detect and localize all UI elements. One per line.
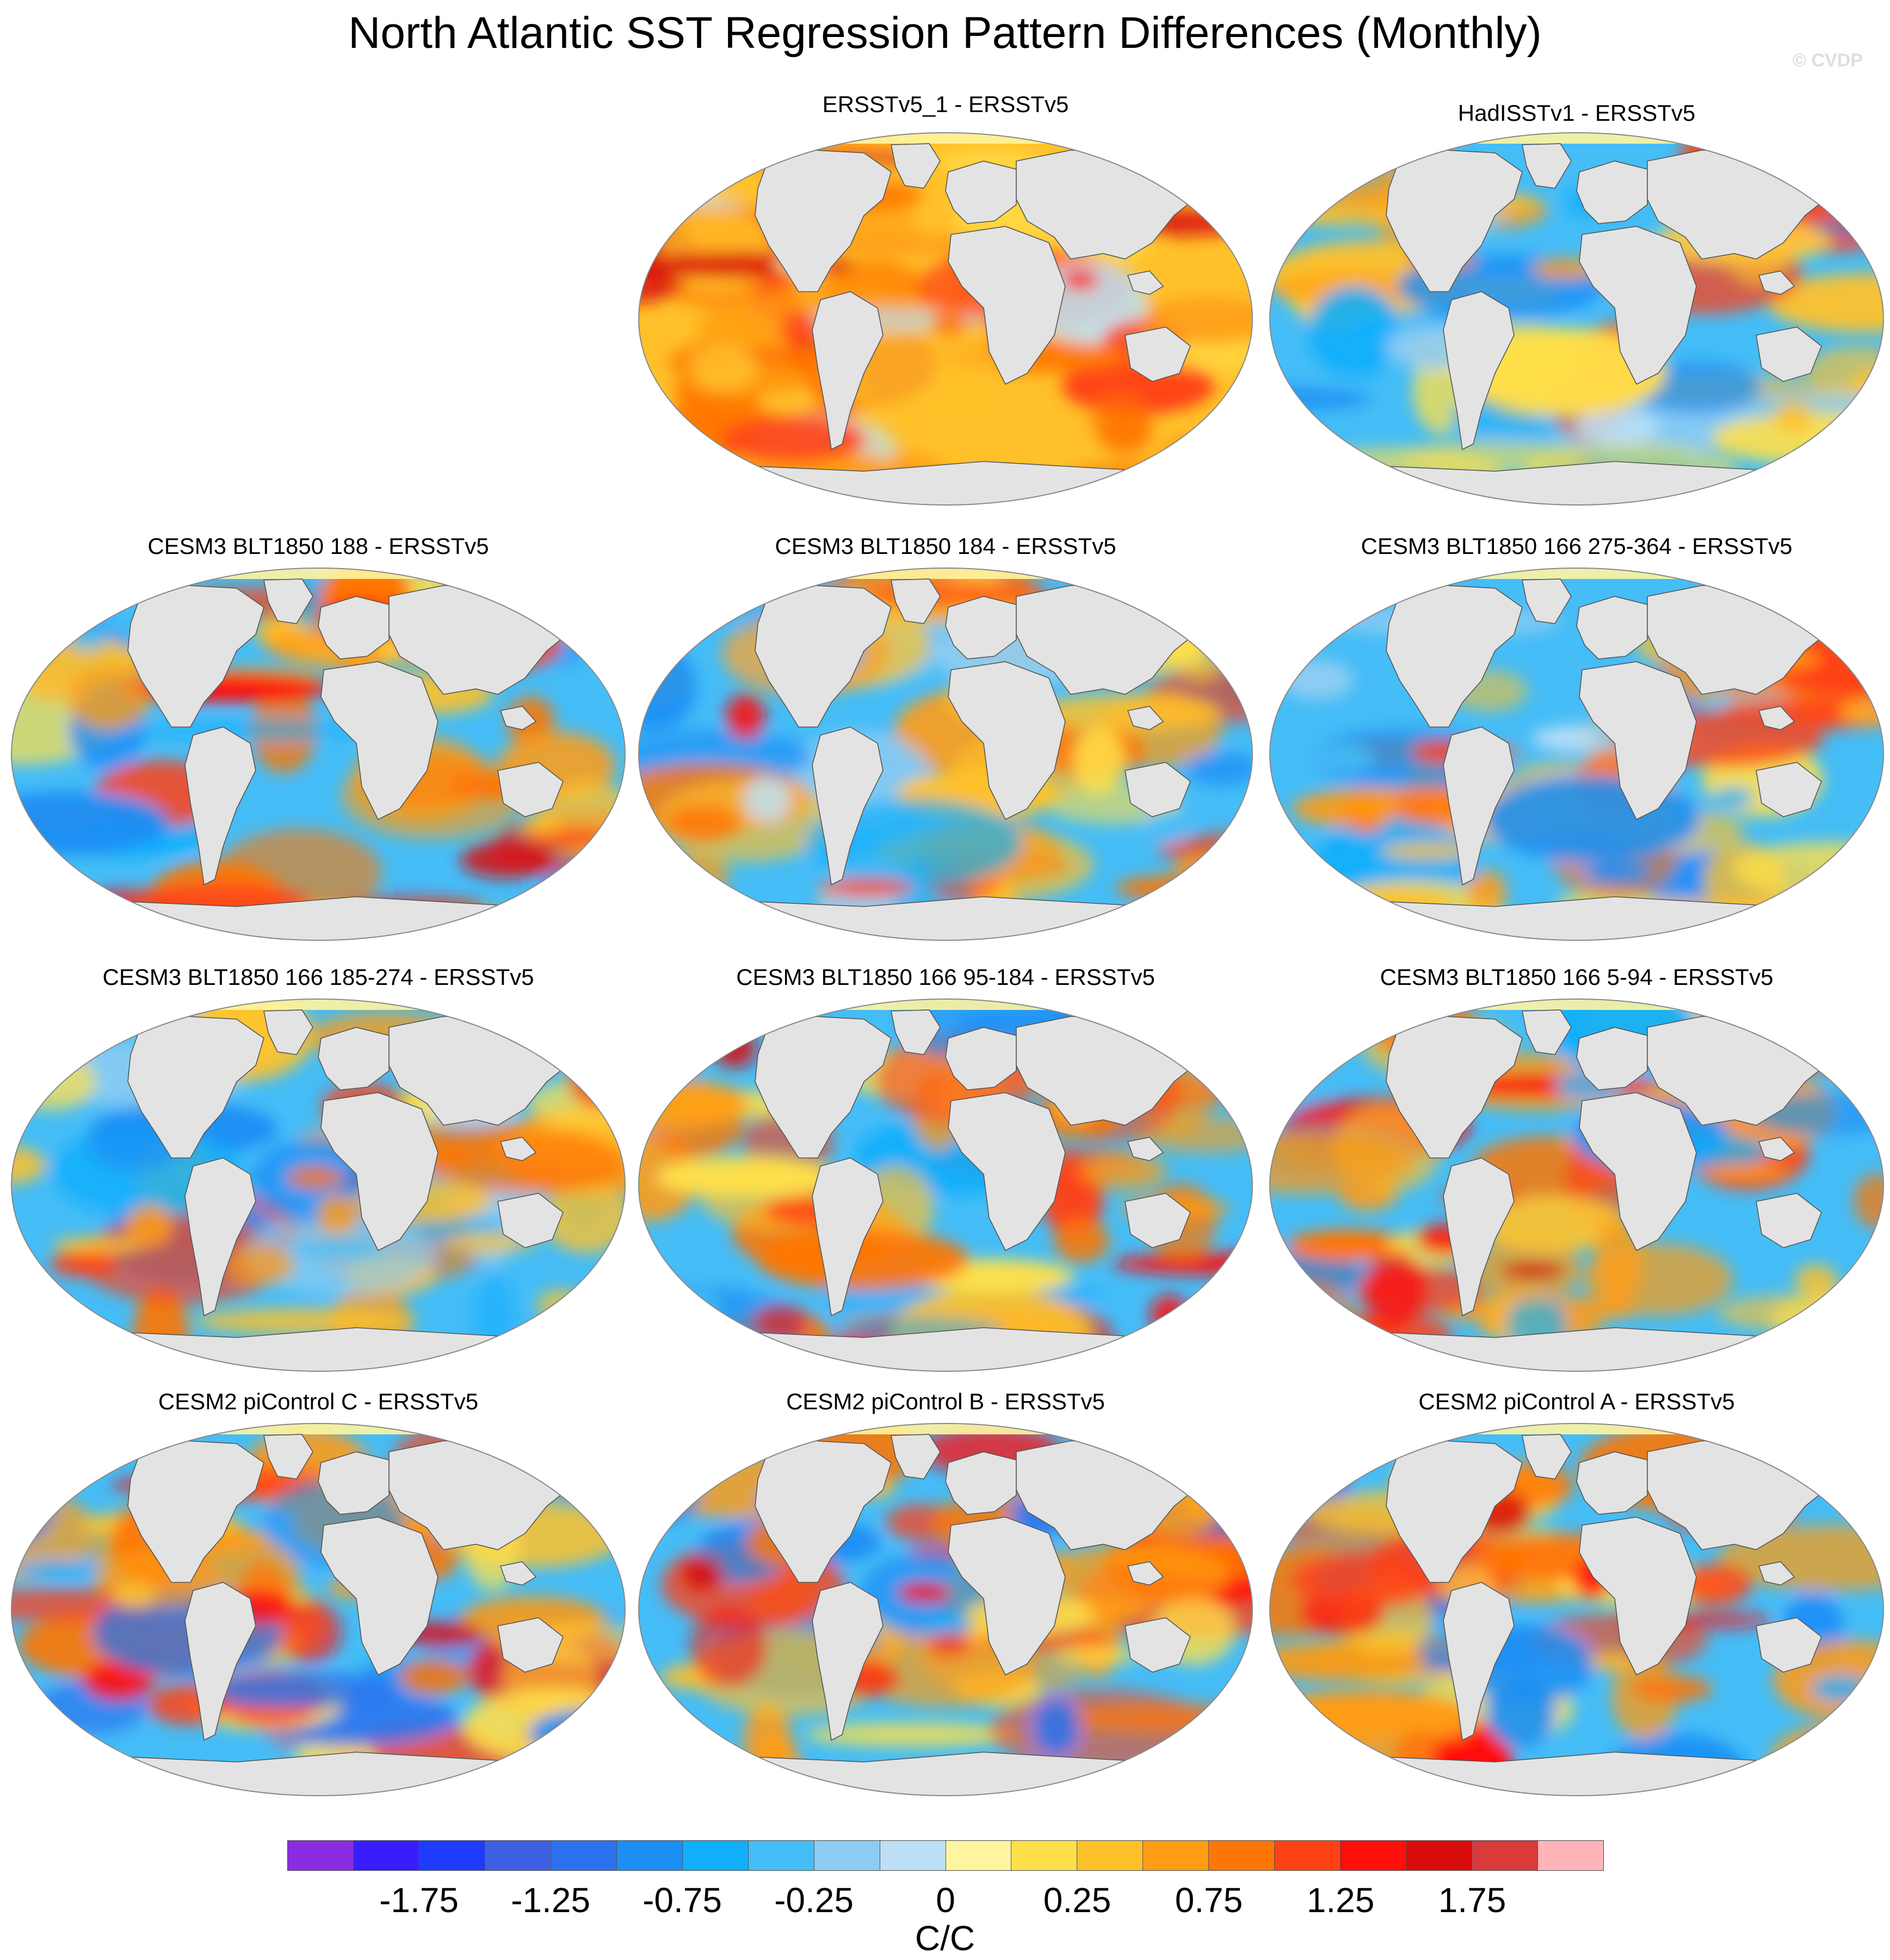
sst-field [1270,133,1883,505]
map-outline [11,999,626,1372]
colorbar-swatch [1538,1841,1604,1870]
continents [11,578,625,940]
colorbar-swatch [748,1841,814,1870]
figure-title: North Atlantic SST Regression Pattern Di… [348,8,1542,58]
colorbar-swatch [551,1841,617,1870]
copyright-watermark: © CVDP [1793,50,1863,71]
map-panel-p11: CESM2 piControl A - ERSSTv5 [1267,1386,1887,1811]
sst-field [639,568,1252,940]
colorbar-swatch [288,1841,354,1870]
map-outline [1269,568,1884,941]
colorbar-swatch [946,1841,1012,1870]
map-panel-p2: HadISSTv1 - ERSSTv5 [1267,96,1887,520]
map-outline [638,1423,1253,1796]
sst-field [639,133,1252,505]
map-outline [638,132,1253,506]
colorbar-tick-label: -1.25 [511,1881,590,1920]
colorbar-tick-label: 0.25 [1043,1881,1111,1920]
map-panel-p10: CESM2 piControl B - ERSSTv5 [635,1386,1256,1811]
panel-title: CESM2 piControl C - ERSSTv5 [158,1389,479,1414]
colorbar-tick-label: -0.75 [643,1881,722,1920]
map-outline [1269,132,1884,506]
panel-title: CESM3 BLT1850 166 5-94 - ERSSTv5 [1380,964,1774,990]
colorbar-swatch [353,1841,419,1870]
panel-title: CESM2 piControl A - ERSSTv5 [1418,1389,1735,1414]
map-p3 [11,568,626,941]
colorbar-swatch [1341,1841,1407,1870]
colorbar-tick-label: 0.75 [1175,1881,1243,1920]
map-p8 [1269,999,1884,1372]
map-panel-p8: CESM3 BLT1850 166 5-94 - ERSSTv5 [1267,962,1887,1386]
colorbar-swatch [1472,1841,1539,1870]
map-outline [1269,999,1884,1372]
colorbar-tick-label: -1.75 [379,1881,459,1920]
colorbar-swatch [485,1841,551,1870]
colorbar-swatch [616,1841,683,1870]
colorbar-swatch [419,1841,485,1870]
map-outline [11,568,626,941]
sst-field [639,999,1252,1371]
map-p10 [638,1423,1253,1796]
colorbar-swatch [1209,1841,1275,1870]
map-outline [11,1423,626,1796]
colorbar-tick-label: 1.75 [1438,1881,1506,1920]
colorbar-swatch [1406,1841,1473,1870]
map-outline [638,999,1253,1372]
colorbar-swatch [1143,1841,1209,1870]
map-panel-p5: CESM3 BLT1850 166 275-364 - ERSSTv5 [1267,531,1887,956]
map-panel-p1: ERSSTv5_1 - ERSSTv5 [635,91,1256,520]
panel-title: CESM3 BLT1850 166 185-274 - ERSSTv5 [102,964,534,990]
colorbar-tick-label: 0 [936,1881,955,1920]
map-outline [1269,1423,1884,1796]
map-outline [638,568,1253,941]
map-panel-p3: CESM3 BLT1850 188 - ERSSTv5 [8,531,628,956]
panel-title: ERSSTv5_1 - ERSSTv5 [822,91,1069,117]
sst-field [1270,1423,1883,1796]
map-p2 [1269,132,1884,506]
colorbar-swatch [1077,1841,1144,1870]
map-p5 [1269,568,1884,941]
sst-field [1270,999,1883,1371]
colorbar [287,1840,1604,1871]
sst-field [1270,568,1883,940]
panel-title: CESM2 piControl B - ERSSTv5 [786,1389,1105,1414]
panel-title: CESM3 BLT1850 188 - ERSSTv5 [147,533,489,559]
colorbar-swatch [1011,1841,1078,1870]
map-panel-p4: CESM3 BLT1850 184 - ERSSTv5 [635,531,1256,956]
sst-field [11,568,625,940]
colorbar-tick-label: 1.25 [1306,1881,1375,1920]
map-p9 [11,1423,626,1796]
map-panel-p7: CESM3 BLT1850 166 95-184 - ERSSTv5 [635,962,1256,1386]
sst-field [11,1423,625,1796]
map-panel-p9: CESM2 piControl C - ERSSTv5 [8,1386,628,1811]
panel-title: CESM3 BLT1850 184 - ERSSTv5 [775,533,1116,559]
map-p7 [638,999,1253,1372]
colorbar-swatch [682,1841,749,1870]
map-p4 [638,568,1253,941]
panel-title: HadISSTv1 - ERSSTv5 [1457,100,1696,126]
colorbar-units: C/C [915,1919,975,1958]
map-p1 [638,132,1253,506]
map-panel-p6: CESM3 BLT1850 166 185-274 - ERSSTv5 [8,962,628,1386]
colorbar-tick-label: -0.25 [774,1881,854,1920]
colorbar-swatch [1275,1841,1341,1870]
map-p11 [1269,1423,1884,1796]
panel-title: CESM3 BLT1850 166 275-364 - ERSSTv5 [1361,533,1793,559]
sst-field [11,999,625,1371]
sst-field [639,1423,1252,1796]
map-p6 [11,999,626,1372]
colorbar-swatch [814,1841,880,1870]
colorbar-swatch [880,1841,946,1870]
panel-title: CESM3 BLT1850 166 95-184 - ERSSTv5 [736,964,1155,990]
